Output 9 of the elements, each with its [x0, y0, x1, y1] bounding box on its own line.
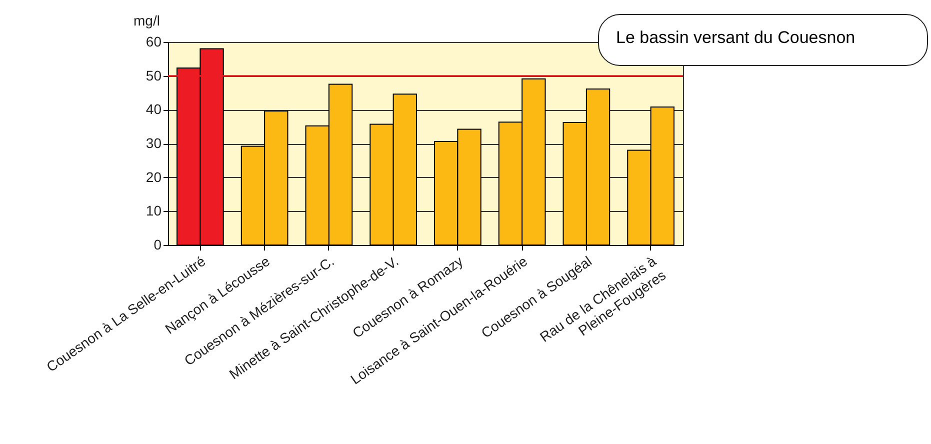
y-tick-label: 30: [146, 135, 162, 151]
y-tick-label: 50: [146, 67, 162, 84]
y-tick-label: 20: [146, 168, 162, 185]
y-axis-title: mg/l: [134, 12, 160, 28]
annotation: Le bassin versant du Couesnon: [616, 28, 856, 48]
y-tick-label: 0: [154, 236, 162, 252]
y-tick-label: 40: [146, 101, 162, 118]
y-tick-label: 60: [146, 34, 162, 50]
y-tick-label: 10: [146, 202, 162, 219]
